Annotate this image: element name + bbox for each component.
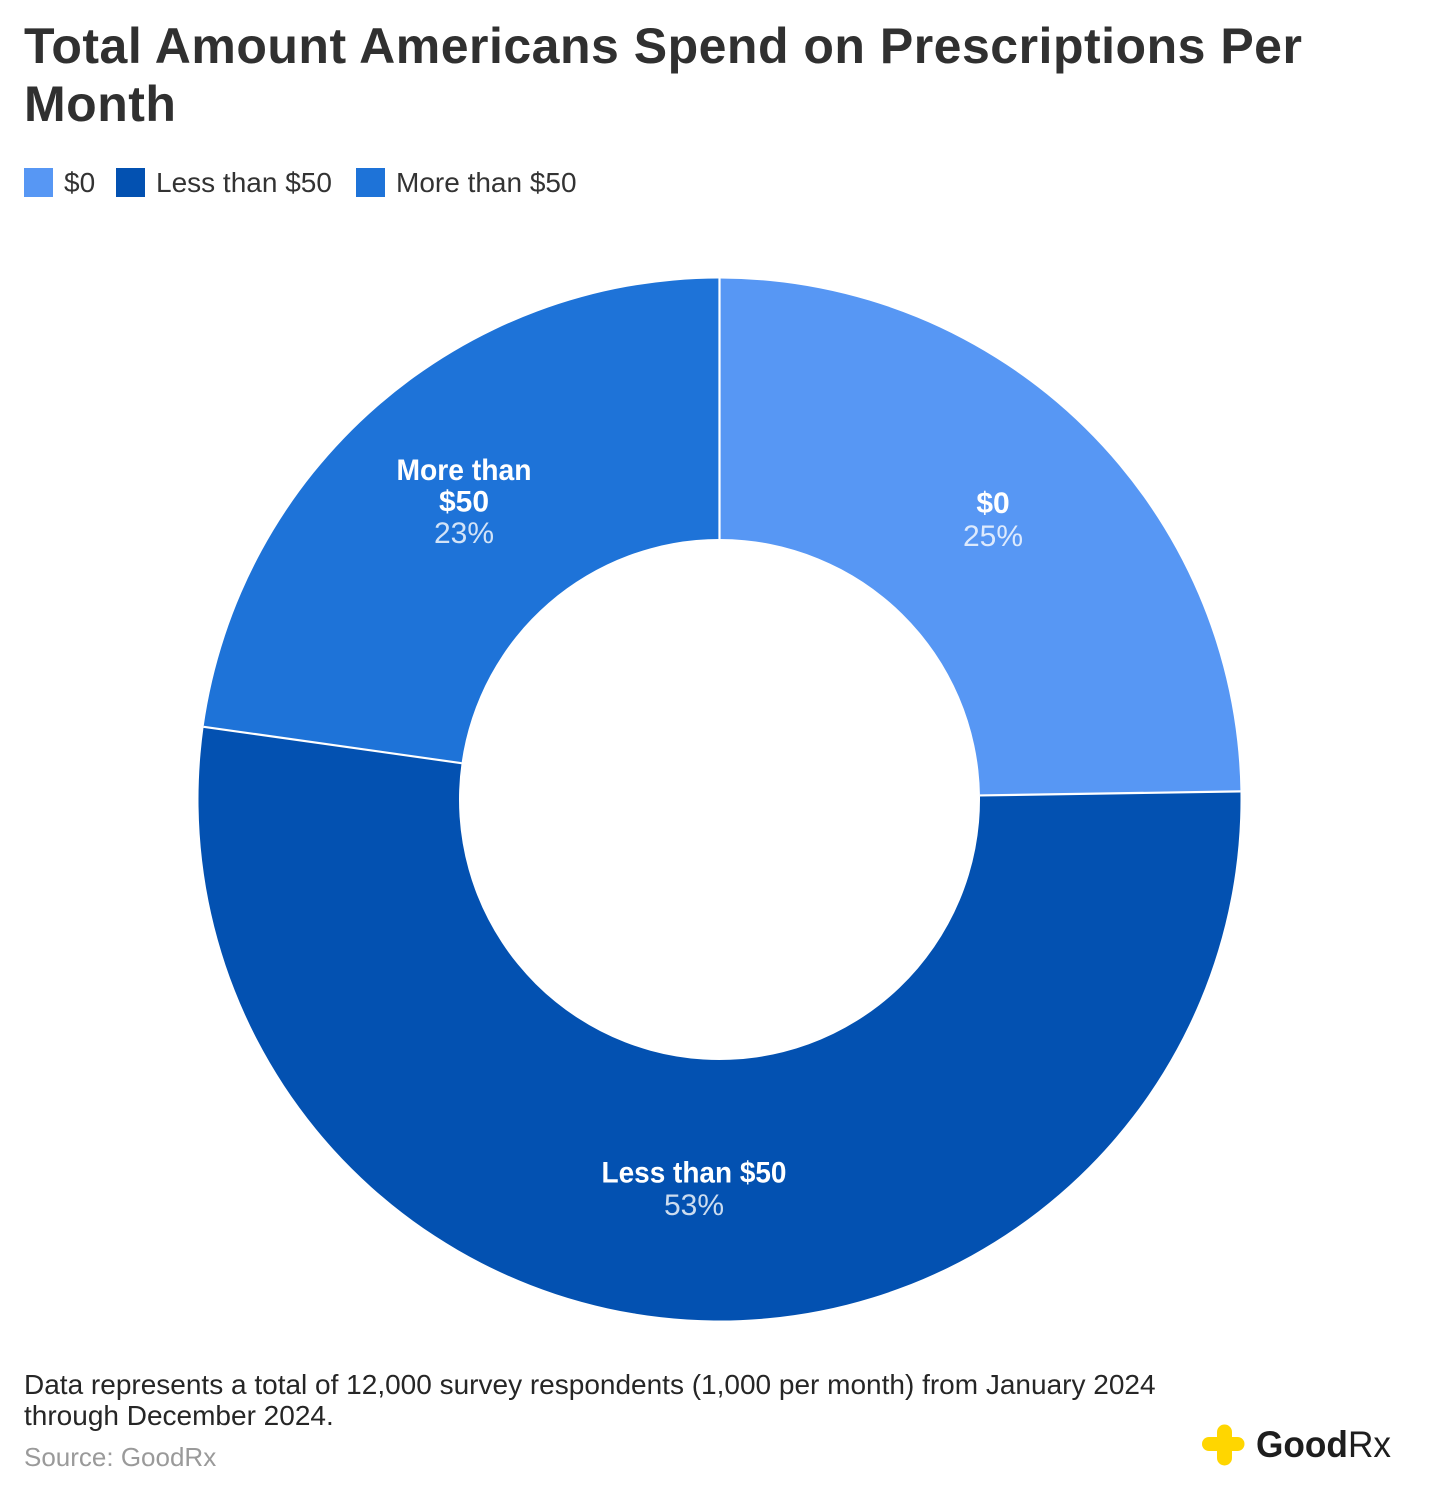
svg-text:$0: $0	[976, 487, 1009, 520]
svg-text:More than: More than	[397, 454, 532, 487]
svg-text:Less than $50: Less than $50	[602, 1157, 787, 1190]
svg-text:GoodRx: GoodRx	[1256, 1424, 1391, 1465]
svg-text:53%: 53%	[664, 1189, 724, 1222]
svg-text:25%: 25%	[963, 520, 1023, 553]
svg-text:$50: $50	[439, 486, 489, 519]
svg-text:23%: 23%	[434, 517, 494, 550]
